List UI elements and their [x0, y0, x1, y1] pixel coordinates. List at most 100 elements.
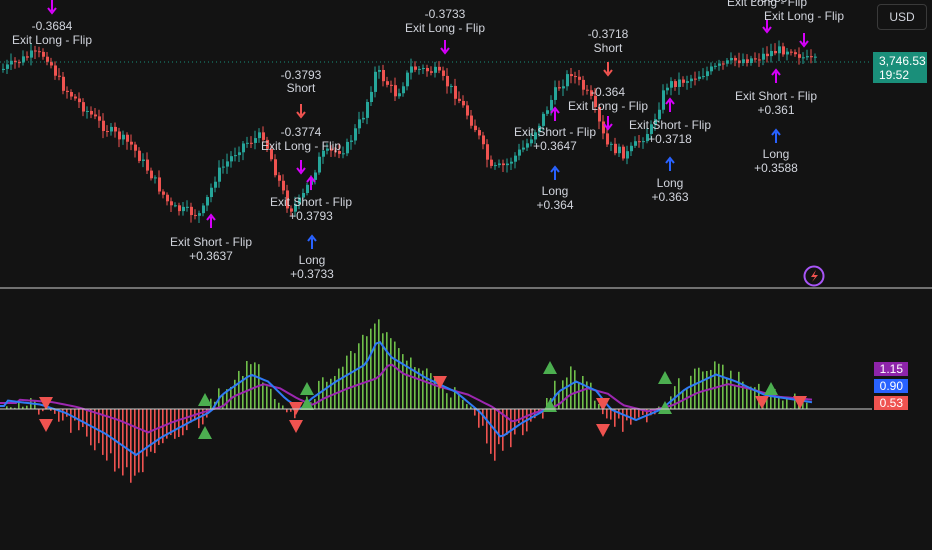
signal-value: +0.3718	[648, 132, 692, 146]
candle	[366, 99, 369, 125]
candle	[774, 43, 777, 56]
histogram-bar	[554, 380, 556, 409]
candle	[506, 158, 509, 173]
candle	[34, 45, 37, 59]
histogram-bar	[154, 409, 156, 454]
histogram-bar	[182, 409, 184, 436]
histogram-bar	[594, 400, 596, 409]
candle	[130, 134, 133, 151]
histogram-bar	[374, 323, 376, 409]
candle	[382, 64, 385, 87]
candle	[358, 111, 361, 135]
histogram-bar	[370, 328, 372, 409]
candle	[602, 115, 605, 140]
candle	[790, 49, 793, 56]
candle	[734, 55, 737, 67]
histogram-bar	[786, 398, 788, 409]
last-price-tag: 3,746.53 19:52	[873, 52, 927, 83]
candle	[98, 109, 101, 128]
strategy-signal: Exit Long - Flip-0.3684	[12, 0, 92, 47]
histogram-bar	[770, 395, 772, 409]
histogram-bar	[118, 409, 120, 469]
candle	[266, 136, 269, 152]
histogram-bar	[766, 394, 768, 409]
candle	[390, 80, 393, 93]
candle	[154, 175, 157, 184]
histogram-bar	[578, 382, 580, 409]
candle	[426, 64, 429, 77]
histogram-bar	[174, 409, 176, 439]
candle	[798, 47, 801, 65]
histogram-bar	[730, 370, 732, 409]
candle	[638, 134, 641, 148]
signal-value: -0.364	[591, 85, 625, 99]
candle	[410, 58, 413, 80]
signal-value: +0.3793	[289, 209, 333, 223]
histogram-bar	[134, 409, 136, 476]
histogram-bar	[498, 409, 500, 445]
signal-value: -0.3733	[425, 7, 466, 21]
candle	[418, 65, 421, 75]
histogram-bar	[6, 406, 8, 409]
candle	[738, 52, 741, 68]
strategy-signal: Exit Short - Flip+0.3718	[629, 97, 711, 146]
histogram-bar	[130, 409, 132, 483]
signal-label: Long	[657, 176, 684, 190]
candle	[554, 80, 557, 105]
candle	[342, 146, 345, 159]
candle	[386, 76, 389, 88]
candle	[22, 50, 25, 66]
candle	[50, 57, 53, 69]
candle	[58, 68, 61, 81]
candle	[814, 53, 817, 63]
histogram-bar	[634, 409, 636, 419]
candle	[362, 111, 365, 124]
histogram-bar	[438, 386, 440, 409]
candle	[214, 176, 217, 193]
histogram-bar	[610, 409, 612, 420]
currency-button[interactable]: USD	[877, 4, 927, 30]
histogram-bar	[738, 371, 740, 409]
histogram-bar	[774, 388, 776, 409]
histogram-bar	[418, 368, 420, 409]
candle	[762, 47, 765, 66]
triangle-down-icon	[39, 419, 53, 432]
candle	[338, 143, 341, 159]
candle	[466, 101, 469, 120]
histogram-bar	[394, 341, 396, 409]
candle	[146, 152, 149, 174]
histogram-bar	[58, 409, 60, 422]
candle	[378, 65, 381, 79]
histogram-bar	[270, 388, 272, 409]
histogram-bar	[110, 409, 112, 454]
candle	[186, 200, 189, 212]
strategy-signal: Short-0.3718	[588, 27, 629, 77]
histogram-bar	[346, 355, 348, 409]
candle	[66, 86, 69, 99]
candle	[102, 113, 105, 139]
candle	[670, 77, 673, 96]
histogram-bar	[226, 389, 228, 409]
strategy-signal: Short-0.3793	[281, 68, 322, 119]
signal-label: Exit Short - Flip	[270, 195, 352, 209]
candle	[234, 147, 237, 162]
candle	[62, 71, 65, 95]
arrow-down-icon	[47, 0, 57, 15]
candle	[510, 157, 513, 171]
candle	[786, 47, 789, 61]
candle	[394, 77, 397, 101]
signal-label: Short	[594, 41, 623, 55]
histogram-bar	[638, 409, 640, 418]
histogram-bar	[286, 409, 288, 413]
candle	[42, 48, 45, 60]
candle	[546, 106, 549, 117]
candle	[590, 85, 593, 100]
candle	[326, 143, 329, 155]
price-pane	[2, 40, 817, 224]
histogram-bar	[806, 402, 808, 409]
candle	[646, 127, 649, 144]
triangle-up-icon	[300, 397, 314, 410]
candle	[742, 53, 745, 66]
signal-value: +0.3588	[754, 161, 798, 175]
